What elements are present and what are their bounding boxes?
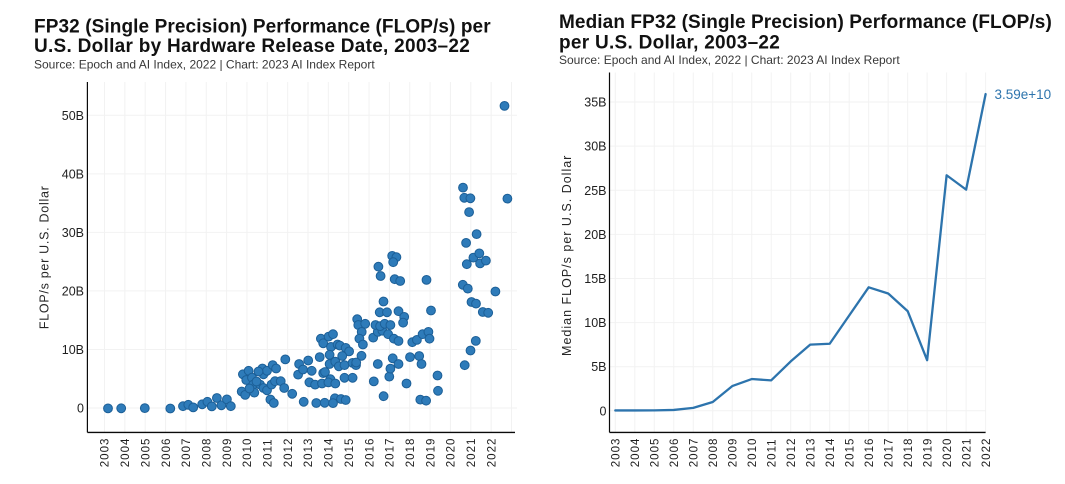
svg-text:per U.S. Dollar, 2003–22: per U.S. Dollar, 2003–22 [559,32,780,53]
svg-text:2015: 2015 [344,438,356,468]
svg-text:2013: 2013 [805,438,817,468]
svg-text:2006: 2006 [161,438,173,468]
svg-text:U.S. Dollar by Hardware Releas: U.S. Dollar by Hardware Release Date, 20… [34,36,470,57]
svg-text:2009: 2009 [222,438,234,468]
svg-text:2016: 2016 [364,438,376,468]
svg-text:2017: 2017 [883,438,895,468]
svg-text:2011: 2011 [766,438,778,467]
svg-text:2003: 2003 [611,438,623,468]
svg-text:3.59e+10: 3.59e+10 [995,87,1052,102]
svg-text:15B: 15B [584,272,606,286]
svg-text:Source: Epoch and AI Index, 20: Source: Epoch and AI Index, 2022 | Chart… [559,53,900,67]
svg-text:2014: 2014 [324,438,336,468]
svg-text:2012: 2012 [283,438,295,468]
svg-text:30B: 30B [584,140,606,154]
svg-text:2022: 2022 [486,438,498,468]
svg-text:2009: 2009 [727,438,739,468]
svg-text:0: 0 [77,402,84,416]
svg-text:2005: 2005 [140,438,152,468]
svg-text:40B: 40B [62,167,84,181]
svg-text:30B: 30B [62,226,84,240]
svg-text:20B: 20B [62,284,84,298]
svg-text:2003: 2003 [100,438,112,468]
svg-text:2022: 2022 [981,438,993,468]
svg-text:Source: Epoch and AI Index, 20: Source: Epoch and AI Index, 2022 | Chart… [34,57,375,71]
svg-text:2021: 2021 [961,438,973,468]
svg-text:2008: 2008 [708,438,720,468]
svg-text:Median FP32 (Single Precision): Median FP32 (Single Precision) Performan… [559,12,1052,33]
svg-text:10B: 10B [62,343,84,357]
svg-text:2005: 2005 [649,438,661,468]
svg-text:10B: 10B [584,316,606,330]
svg-text:Median FLOP/s per U.S. Dollar: Median FLOP/s per U.S. Dollar [560,155,574,356]
svg-text:2014: 2014 [825,438,837,468]
svg-text:2004: 2004 [630,438,642,468]
svg-text:0: 0 [600,404,607,418]
svg-text:2018: 2018 [903,438,915,468]
svg-text:50B: 50B [62,109,84,123]
svg-text:2013: 2013 [303,438,315,468]
svg-text:2008: 2008 [201,438,213,468]
svg-text:2017: 2017 [385,438,397,468]
svg-text:2021: 2021 [466,438,478,468]
svg-text:2019: 2019 [425,438,437,468]
svg-text:FLOP/s per U.S. Dollar: FLOP/s per U.S. Dollar [38,185,52,329]
svg-text:5B: 5B [591,360,606,374]
svg-text:2020: 2020 [446,438,458,468]
svg-text:FP32 (Single Precision) Perfor: FP32 (Single Precision) Performance (FLO… [34,16,491,37]
svg-text:2007: 2007 [181,438,193,468]
svg-text:2019: 2019 [922,438,934,468]
svg-text:2020: 2020 [942,438,954,468]
svg-text:2007: 2007 [688,438,700,468]
svg-text:20B: 20B [584,228,606,242]
svg-text:25B: 25B [584,184,606,198]
svg-text:2015: 2015 [844,438,856,468]
svg-text:2006: 2006 [669,438,681,468]
svg-text:2011: 2011 [263,438,275,467]
svg-text:2016: 2016 [864,438,876,468]
svg-text:2018: 2018 [405,438,417,468]
svg-text:2010: 2010 [747,438,759,468]
svg-text:35B: 35B [584,96,606,110]
svg-text:2010: 2010 [242,438,254,468]
svg-text:2012: 2012 [786,438,798,468]
svg-text:2004: 2004 [120,438,132,468]
